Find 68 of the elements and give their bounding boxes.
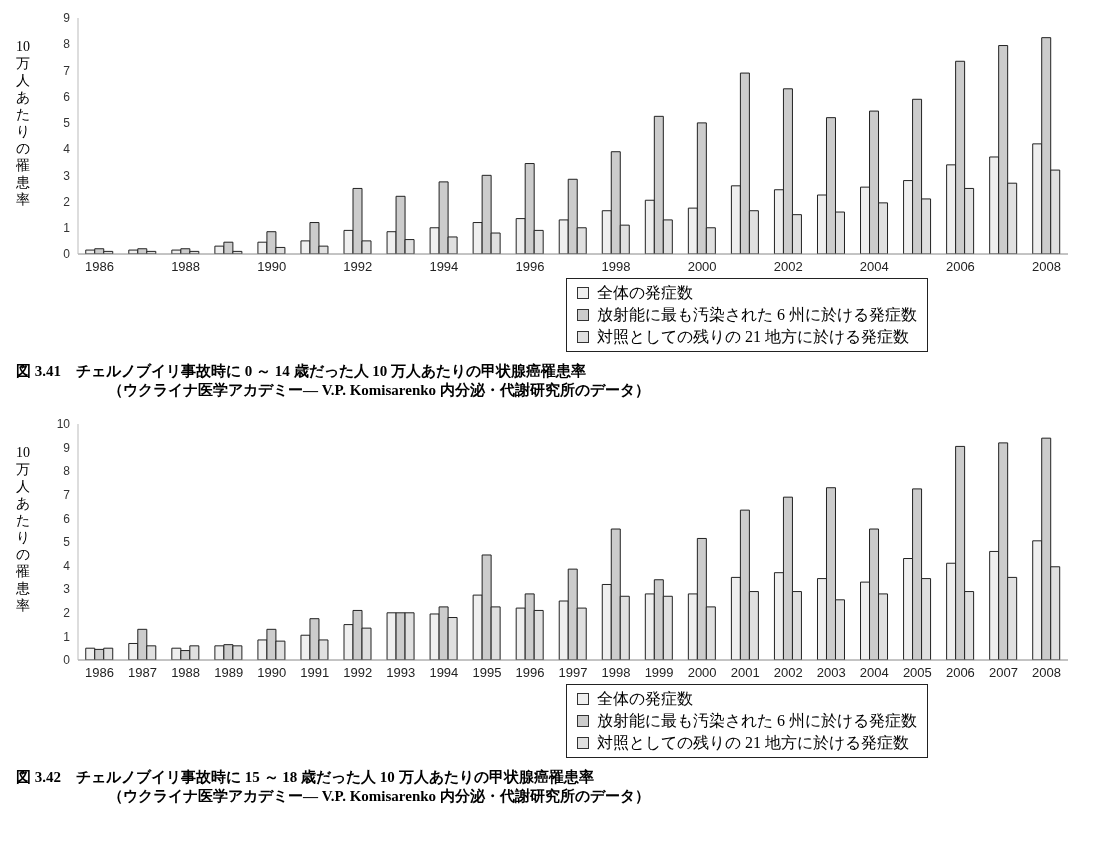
x-tick-label: 1999 [644,665,674,681]
x-tick-label: 1992 [343,665,373,681]
x-tick-label: 2003 [816,665,846,681]
x-tick-label: 1989 [214,665,244,681]
y-tick-label: 3 [63,582,71,597]
x-tick-label: 2006 [945,665,975,681]
x-tick-label: 1998 [601,665,631,681]
text: 10万人あたりの罹患率 [16,39,30,207]
y-tick-label: 9 [63,440,71,455]
y-tick-label: 5 [63,535,71,550]
x-tick-label: 2005 [902,665,932,681]
y-tick-label: 8 [63,37,71,52]
text: 図 3.42 チェルノブイリ事故時に 15 ～ 18 歳だった人 10 万人あたりの甲状腺癌罹患率 [16,768,595,787]
x-tick-label: 1990 [257,259,287,275]
x-tick-label: 2000 [687,665,717,681]
x-tick-label: 2008 [1032,665,1061,681]
x-tick-label: 1995 [472,665,502,681]
y-tick-label: 3 [63,168,71,183]
x-tick-label: 1998 [601,259,631,275]
x-tick-label: 2004 [859,259,889,275]
y-tick-label: 7 [63,488,71,503]
legend-label: 放射能に最も汚染された 6 州に於ける発症数 [597,305,917,325]
x-tick-label: 1988 [171,259,201,275]
y-tick-label: 4 [63,142,71,157]
y-tick-label: 8 [63,464,71,479]
x-tick-label: 1987 [128,665,158,681]
legend-label: 放射能に最も汚染された 6 州に於ける発症数 [597,711,917,731]
x-tick-label: 1986 [85,665,114,681]
text: （ウクライナ医学アカデミー― V.P. Komisarenko 内分泌・代謝研究所のデータ） [108,787,651,806]
y-tick-label: 1 [63,629,71,644]
y-tick-label: 9 [63,11,71,26]
x-tick-label: 2000 [687,259,717,275]
text: 10万人あたりの罹患率 [16,445,30,613]
text: （ウクライナ医学アカデミー― V.P. Komisarenko 内分泌・代謝研究所のデータ） [108,381,651,400]
x-tick-label: 1991 [300,665,330,681]
y-tick-label: 2 [63,606,71,621]
x-tick-label: 1990 [257,665,287,681]
x-tick-label: 2006 [945,259,975,275]
x-tick-label: 2002 [773,259,803,275]
legend-label: 対照としての残りの 21 地方に於ける発症数 [597,327,909,347]
y-tick-label: 7 [63,63,71,78]
series-label: 全体の発症数 [597,689,693,709]
x-tick-label: 2008 [1032,259,1061,275]
x-tick-label: 1993 [386,665,416,681]
y-tick-label: 4 [63,558,71,573]
text: 図 3.41 チェルノブイリ事故時に 0 ～ 14 歳だった人 10 万人あたりの甲状腺癌罹患率 [16,362,587,381]
y-tick-label: 6 [63,511,71,526]
y-tick-label: 0 [63,247,71,262]
y-tick-label: 2 [63,194,71,209]
x-tick-label: 2001 [730,665,760,681]
x-tick-label: 1986 [85,259,114,275]
x-tick-label: 1988 [171,665,201,681]
x-tick-label: 2002 [773,665,803,681]
x-tick-label: 2007 [988,665,1018,681]
x-tick-label: 1996 [515,665,545,681]
legend-label: 対照としての残りの 21 地方に於ける発症数 [597,733,909,753]
x-tick-label: 1997 [558,665,588,681]
x-tick-label: 1994 [429,665,459,681]
x-tick-label: 1992 [343,259,373,275]
x-tick-label: 1996 [515,259,545,275]
series-label: 全体の発症数 [597,283,693,303]
y-tick-label: 1 [63,221,71,236]
x-tick-label: 1994 [429,259,459,275]
y-tick-label: 10 [56,417,71,432]
y-tick-label: 5 [63,116,71,131]
y-tick-label: 0 [63,653,71,668]
y-tick-label: 6 [63,89,71,104]
x-tick-label: 2004 [859,665,889,681]
